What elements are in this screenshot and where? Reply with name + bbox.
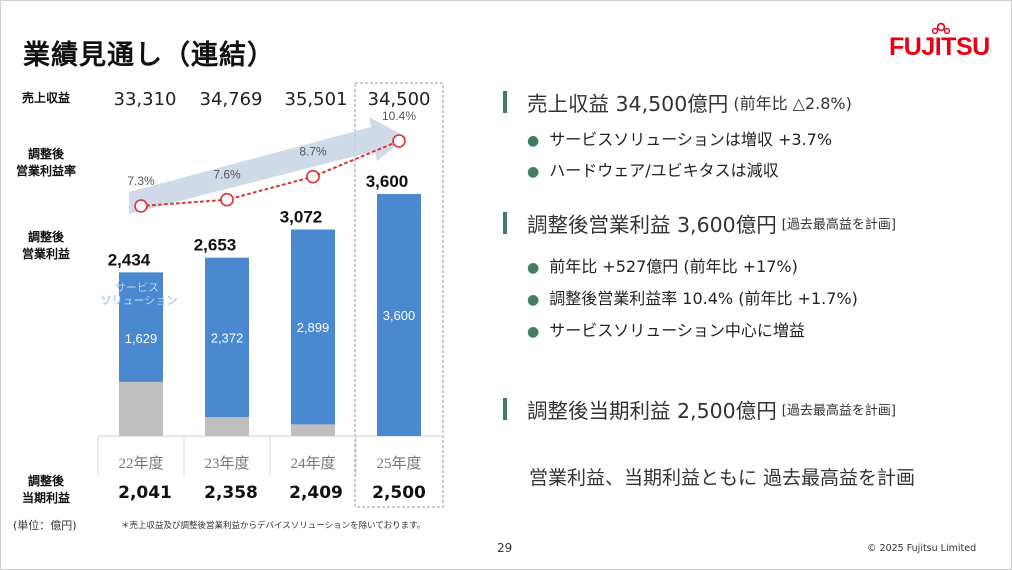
margin-label: 8.7% [299, 145, 327, 159]
bar-other [205, 417, 249, 436]
net-income-value: 2,041 [118, 483, 172, 503]
category-label: 25年度 [376, 455, 421, 472]
margin-point [220, 192, 234, 207]
bar-service-solutions [119, 272, 163, 382]
bullet-dot-icon: ● [527, 292, 540, 308]
net-income-section: 調整後当期利益 2,500億円 [過去最高益を計画] [503, 394, 896, 424]
series-label: ソリューション [101, 294, 178, 307]
bullet-dot-icon: ● [527, 324, 540, 340]
net-income-value: 2,358 [204, 483, 258, 503]
bullet-item: ● サービスソリューション中心に増益 [527, 321, 805, 340]
margin-point [392, 134, 406, 148]
revenue-value: 34,769 [199, 89, 263, 110]
bar-service-solutions [205, 257, 249, 418]
section-marker [503, 212, 507, 234]
margin-line [140, 140, 400, 207]
footnote: ＊売上収益及び調整後営業利益からデバイスソリューションを除いております。 [121, 521, 426, 531]
page-title: 業績見通し（連結） [23, 40, 275, 71]
bullet-item: ● サービスソリューションは増収 +3.7% [527, 130, 833, 149]
net-income-value: 2,409 [289, 483, 343, 503]
svg-text:FUJITSU: FUJITSU [889, 33, 990, 61]
section-marker [503, 91, 507, 113]
bar-value-label: 2,372 [211, 330, 244, 345]
bar-other [119, 381, 163, 436]
unit-label: (単位：億円) [13, 519, 77, 532]
bullet-dot-icon: ● [527, 133, 540, 149]
margin-label: 7.3% [127, 174, 155, 188]
category-label: 24年度 [290, 455, 335, 472]
total-value-label: 2,434 [108, 250, 151, 269]
category-label: 23年度 [204, 455, 249, 472]
bar-service-solutions [291, 229, 335, 425]
category-label: 22年度 [118, 455, 163, 472]
series-label: サービス [115, 281, 159, 294]
margin-label: 調整後 営業利益率 [15, 147, 76, 178]
revenue-section: 売上収益 34,500億円 (前年比 △2.8%) [503, 87, 852, 117]
bar-value-label: 2,899 [297, 320, 330, 335]
margin-label: 7.6% [213, 168, 241, 182]
bar-value-label: 1,629 [125, 331, 158, 346]
bullet-dot-icon: ● [527, 164, 540, 180]
total-value-label: 3,600 [366, 172, 409, 191]
revenue-value: 34,500 [367, 89, 431, 110]
revenue-value: 33,310 [113, 89, 177, 110]
op-income-section: 調整後営業利益 3,600億円 [過去最高益を計画] [503, 208, 896, 238]
bullet-item: ● ハードウェア/ユビキタスは減収 [527, 161, 779, 180]
op-income-chart: 1,629 2,434 22年度 2,372 2,653 23年度 2,899 3,072 24… [97, 82, 444, 508]
margin-label: 10.4% [382, 109, 416, 123]
bar-service-solutions [377, 194, 421, 436]
summary-text: 営業利益、当期利益ともに 過去最高益を計画 [529, 467, 916, 489]
revenue-value: 35,501 [284, 89, 348, 110]
margin-point [134, 199, 148, 213]
bar-other [291, 424, 335, 436]
net-income-label: 調整後 当期利益 [21, 474, 70, 505]
trend-arrow-icon [129, 117, 407, 214]
op-income-label: 調整後 営業利益 [21, 230, 70, 261]
bullet-item: ● 前年比 +527億円 (前年比 +17%) [527, 257, 798, 276]
net-income-value: 2,500 [372, 483, 426, 503]
revenue-label: 売上収益 [21, 91, 70, 105]
bullet-item: ● 調整後営業利益率 10.4% (前年比 +1.7%) [527, 289, 858, 308]
total-value-label: 2,653 [194, 236, 237, 255]
bar-value-label: 3,600 [383, 308, 416, 323]
margin-point [306, 169, 320, 184]
page-number: 29 [497, 541, 513, 555]
highlight-box [354, 82, 444, 508]
total-value-label: 3,072 [280, 207, 323, 226]
fujitsu-logo: FUJITSU [889, 22, 990, 61]
section-marker [503, 398, 507, 420]
copyright: © 2025 Fujitsu Limited [867, 543, 977, 554]
bullet-dot-icon: ● [527, 260, 540, 276]
